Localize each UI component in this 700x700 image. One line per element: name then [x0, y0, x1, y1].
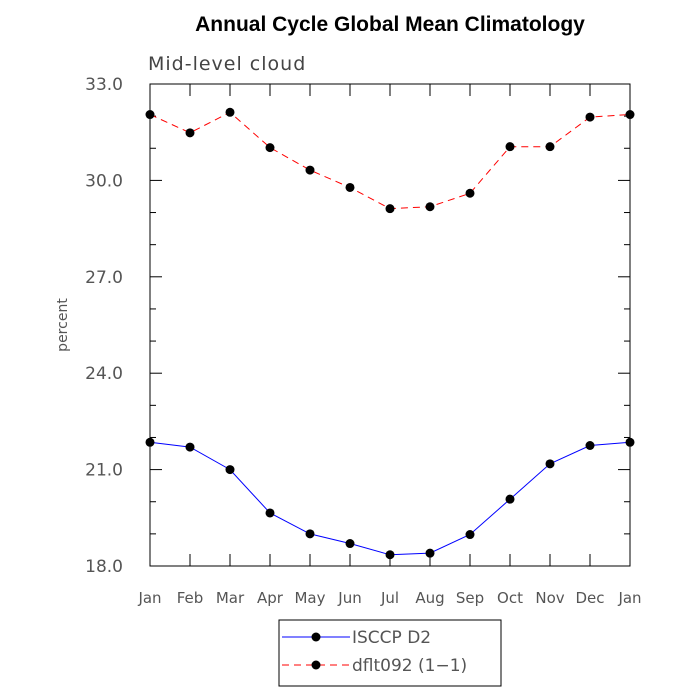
data-point [225, 465, 235, 475]
data-point [425, 548, 435, 558]
x-tick-label: Sep [456, 589, 484, 607]
legend: ISCCP D2 dflt092 (1−1) [278, 619, 502, 687]
data-point [145, 110, 155, 120]
x-tick-label: Feb [177, 589, 204, 607]
data-point [145, 437, 155, 447]
data-point [625, 110, 635, 120]
legend-marker-isccp [311, 632, 321, 642]
y-tick-label: 18.0 [85, 557, 123, 577]
data-point [305, 165, 315, 175]
y-tick-label: 33.0 [85, 75, 123, 95]
data-point [545, 142, 555, 152]
x-tick-label: Nov [535, 589, 564, 607]
data-point [265, 508, 275, 518]
data-point [545, 459, 555, 469]
x-tick-label: Jun [337, 589, 361, 607]
data-point [585, 112, 595, 122]
y-tick-label: 30.0 [85, 171, 123, 191]
data-point [265, 143, 275, 153]
x-tick-label: Jan [617, 589, 641, 607]
data-point [305, 529, 315, 539]
y-axis-title: percent [55, 298, 71, 352]
chart-subtitle: Mid-level cloud [148, 53, 306, 75]
legend-marker-dflt092 [311, 660, 321, 670]
x-axis: Jan Feb Mar Apr May Jun Jul Aug Sep Oct Nov Dec Jan [137, 84, 642, 607]
data-point [385, 204, 395, 214]
x-tick-label: Apr [257, 589, 284, 607]
x-tick-label: Oct [497, 589, 523, 607]
chart-title: Annual Cycle Global Mean Climatology [195, 13, 585, 36]
legend-label-dflt092: dflt092 (1−1) [352, 656, 467, 676]
series-layer [145, 107, 635, 560]
data-point [425, 202, 435, 212]
data-point [185, 442, 195, 452]
x-tick-label: Mar [216, 589, 245, 607]
legend-box [278, 619, 502, 687]
x-tick-label: May [294, 589, 325, 607]
data-point [505, 494, 515, 504]
data-point [465, 530, 475, 540]
data-point [585, 441, 595, 450]
data-point [625, 437, 635, 447]
data-point [185, 128, 195, 138]
series-line-0 [149, 441, 631, 556]
data-point [505, 142, 515, 152]
data-point [345, 182, 355, 192]
x-tick-label: Jan [137, 589, 161, 607]
x-tick-label: Jul [380, 589, 399, 607]
plot-frame [149, 83, 631, 567]
y-tick-label: 21.0 [85, 461, 123, 481]
series-line-1 [149, 111, 631, 210]
data-point [465, 188, 475, 198]
y-tick-label: 24.0 [85, 364, 123, 384]
data-point [385, 550, 395, 560]
y-axis: 18.0 21.0 24.0 27.0 30.0 33.0 [85, 75, 630, 577]
x-tick-label: Aug [415, 589, 444, 607]
legend-label-isccp: ISCCP D2 [352, 628, 431, 648]
x-tick-label: Dec [575, 589, 604, 607]
y-tick-label: 27.0 [85, 268, 123, 288]
data-point [225, 107, 235, 117]
data-point [345, 539, 355, 549]
